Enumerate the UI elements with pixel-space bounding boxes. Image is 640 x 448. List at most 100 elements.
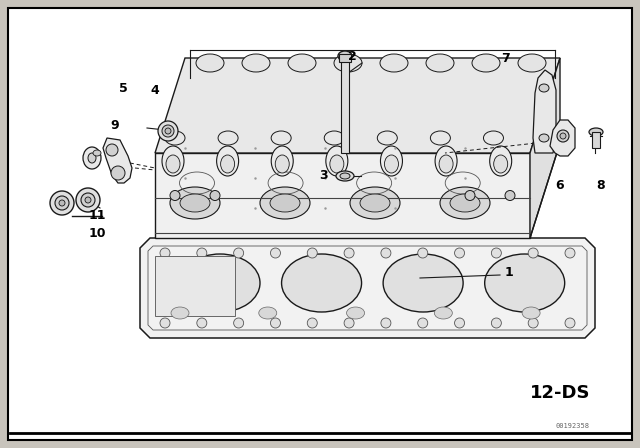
Ellipse shape <box>435 146 457 176</box>
Ellipse shape <box>81 193 95 207</box>
Text: 6: 6 <box>556 178 564 191</box>
Ellipse shape <box>435 307 452 319</box>
Ellipse shape <box>539 134 549 142</box>
Ellipse shape <box>539 84 549 92</box>
Ellipse shape <box>522 307 540 319</box>
Ellipse shape <box>170 187 220 219</box>
Circle shape <box>170 190 180 201</box>
Polygon shape <box>140 238 595 338</box>
Ellipse shape <box>340 173 350 179</box>
Bar <box>339 54 351 62</box>
Ellipse shape <box>483 131 504 145</box>
Polygon shape <box>533 70 556 153</box>
Circle shape <box>454 318 465 328</box>
Text: 5: 5 <box>118 82 127 95</box>
Ellipse shape <box>260 187 310 219</box>
Ellipse shape <box>330 155 344 173</box>
Ellipse shape <box>426 54 454 72</box>
Ellipse shape <box>55 196 69 210</box>
Circle shape <box>465 190 475 201</box>
Ellipse shape <box>472 54 500 72</box>
Ellipse shape <box>450 194 480 212</box>
Bar <box>155 256 235 316</box>
Ellipse shape <box>196 54 224 72</box>
Circle shape <box>197 248 207 258</box>
Ellipse shape <box>166 155 180 173</box>
Ellipse shape <box>338 51 352 61</box>
Text: 10: 10 <box>88 227 106 240</box>
Ellipse shape <box>216 146 239 176</box>
Text: 4: 4 <box>150 83 159 96</box>
Polygon shape <box>103 138 132 183</box>
Ellipse shape <box>360 194 390 212</box>
Ellipse shape <box>162 125 174 137</box>
Ellipse shape <box>385 155 399 173</box>
Text: 9: 9 <box>111 119 119 132</box>
Text: 7: 7 <box>500 52 509 65</box>
Circle shape <box>492 248 501 258</box>
Ellipse shape <box>59 200 65 206</box>
Ellipse shape <box>518 54 546 72</box>
Ellipse shape <box>180 254 260 312</box>
Ellipse shape <box>83 147 101 169</box>
Ellipse shape <box>76 188 100 212</box>
Polygon shape <box>155 58 560 153</box>
Ellipse shape <box>282 254 362 312</box>
Ellipse shape <box>165 131 185 145</box>
Text: 8: 8 <box>596 178 605 191</box>
Ellipse shape <box>180 194 210 212</box>
Ellipse shape <box>158 121 178 141</box>
Text: 2: 2 <box>348 49 356 63</box>
Circle shape <box>418 248 428 258</box>
Text: 12-DS: 12-DS <box>530 384 590 402</box>
Circle shape <box>160 318 170 328</box>
Circle shape <box>344 248 354 258</box>
Ellipse shape <box>346 307 365 319</box>
Polygon shape <box>155 153 530 238</box>
Circle shape <box>197 318 207 328</box>
Ellipse shape <box>275 155 289 173</box>
FancyBboxPatch shape <box>8 8 632 440</box>
Ellipse shape <box>378 131 397 145</box>
Ellipse shape <box>271 131 291 145</box>
Text: 11: 11 <box>88 208 106 221</box>
Ellipse shape <box>242 54 270 72</box>
Ellipse shape <box>171 307 189 319</box>
Ellipse shape <box>326 146 348 176</box>
Circle shape <box>271 318 280 328</box>
Circle shape <box>234 248 244 258</box>
Ellipse shape <box>560 133 566 139</box>
Ellipse shape <box>165 128 171 134</box>
Ellipse shape <box>85 197 91 203</box>
Bar <box>592 132 600 148</box>
Circle shape <box>160 248 170 258</box>
Ellipse shape <box>324 131 344 145</box>
Circle shape <box>528 248 538 258</box>
Circle shape <box>528 318 538 328</box>
Ellipse shape <box>93 150 101 156</box>
Circle shape <box>106 144 118 156</box>
Circle shape <box>271 248 280 258</box>
Circle shape <box>454 248 465 258</box>
Circle shape <box>307 318 317 328</box>
Ellipse shape <box>380 54 408 72</box>
Ellipse shape <box>440 187 490 219</box>
Circle shape <box>234 318 244 328</box>
Ellipse shape <box>218 131 238 145</box>
Polygon shape <box>530 58 560 238</box>
Circle shape <box>381 248 391 258</box>
Circle shape <box>210 190 220 201</box>
Ellipse shape <box>439 155 453 173</box>
Ellipse shape <box>259 307 276 319</box>
Ellipse shape <box>288 54 316 72</box>
Circle shape <box>111 166 125 180</box>
Ellipse shape <box>493 155 508 173</box>
Ellipse shape <box>557 130 569 142</box>
Circle shape <box>344 318 354 328</box>
Circle shape <box>565 318 575 328</box>
Ellipse shape <box>162 146 184 176</box>
Text: 1: 1 <box>504 267 513 280</box>
Ellipse shape <box>380 146 403 176</box>
Ellipse shape <box>490 146 512 176</box>
Ellipse shape <box>589 128 603 136</box>
